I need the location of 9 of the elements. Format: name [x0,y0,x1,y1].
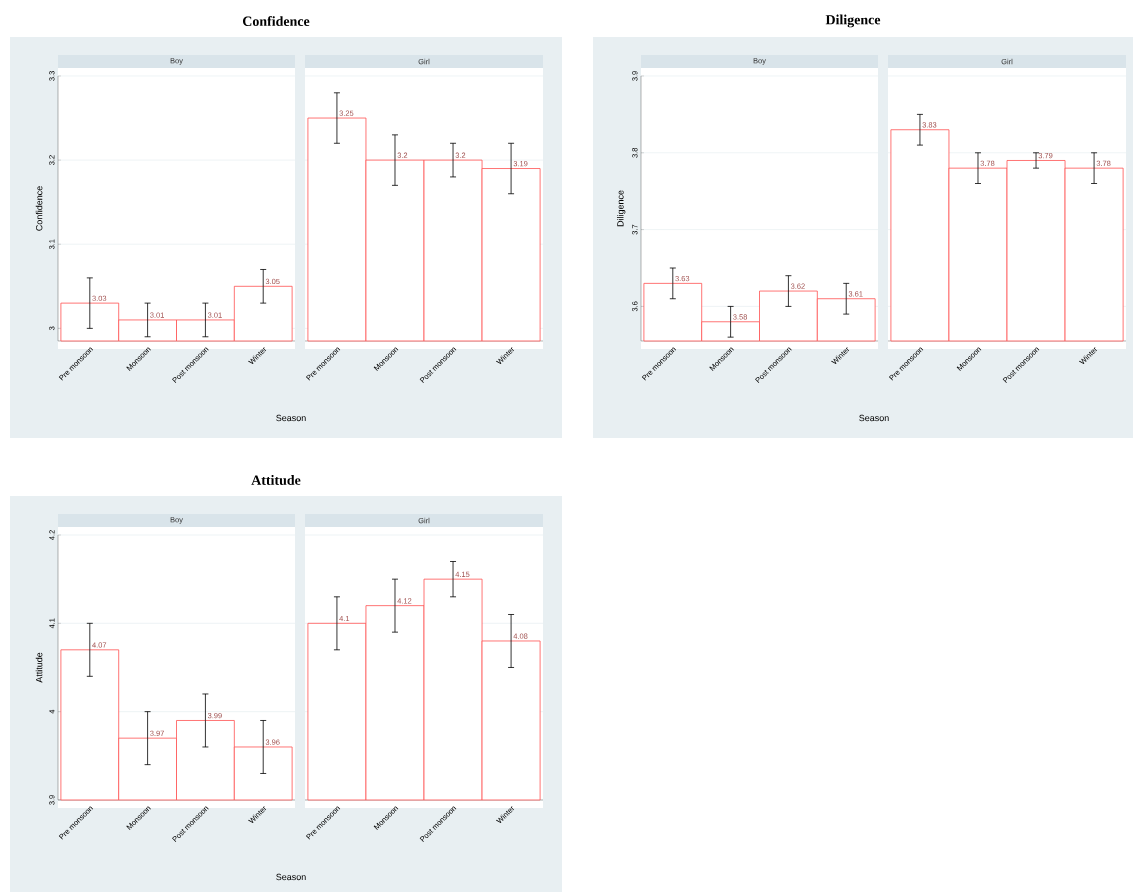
chart-title: Confidence [242,16,310,26]
y-axis-title: Attitude [35,652,43,683]
y-axis-title: Diligence [617,190,626,227]
y-axis-title: Confidence [35,186,43,231]
chart-title: Diligence [825,14,881,28]
x-axis-title: Season [276,873,306,881]
chart-title: Attitude [251,475,301,485]
x-axis-title: Season [859,414,889,422]
x-axis-title: Season [276,414,306,422]
